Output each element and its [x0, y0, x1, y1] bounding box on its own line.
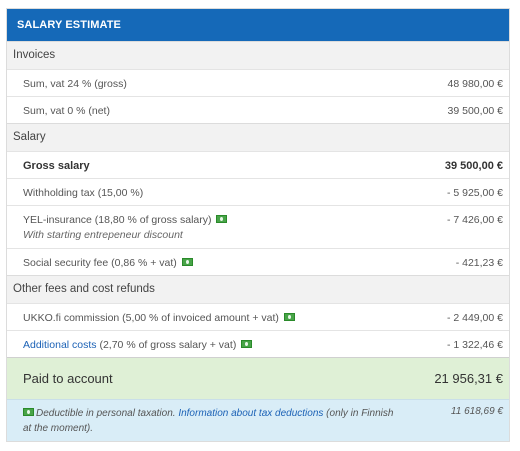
- money-icon: [241, 340, 253, 349]
- commission-label: UKKO.fi commission (5,00 % of invoiced a…: [23, 312, 279, 324]
- social-security-amount: - 421,23 €: [455, 257, 503, 269]
- card-header: SALARY ESTIMATE: [7, 9, 509, 41]
- additional-costs-amount: - 1 322,46 €: [446, 339, 503, 351]
- social-security-row: Social security fee (0,86 % + vat) - 421…: [7, 248, 509, 275]
- section-other-fees: Other fees and cost refunds: [7, 275, 509, 303]
- commission-label-block: UKKO.fi commission (5,00 % of invoiced a…: [7, 304, 295, 324]
- invoice-net-label: Sum, vat 0 % (net): [23, 105, 110, 117]
- invoice-gross-label: Sum, vat 24 % (gross): [23, 78, 127, 90]
- money-icon: [181, 258, 193, 267]
- deduction-amount: 11 618,69 €: [450, 406, 503, 417]
- gross-salary-amount: 39 500,00 €: [444, 160, 503, 172]
- gross-salary-label: Gross salary: [23, 160, 90, 172]
- commission-amount: - 2 449,00 €: [446, 312, 503, 324]
- withholding-label: Withholding tax (15,00 %): [23, 187, 144, 199]
- withholding-amount: - 5 925,00 €: [446, 187, 503, 199]
- money-icon: [283, 313, 295, 322]
- gross-salary-row: Gross salary 39 500,00 €: [7, 151, 509, 178]
- deduction-text: Deductible in personal taxation.: [36, 408, 179, 419]
- section-invoices: Invoices: [7, 41, 509, 69]
- invoice-net-amount: 39 500,00 €: [447, 105, 503, 117]
- paid-label: Paid to account: [23, 371, 113, 386]
- deduction-text-block: Deductible in personal taxation. Informa…: [7, 400, 403, 436]
- deduction-text-end: (only in Finnish at the moment).: [23, 408, 394, 434]
- tax-deductions-link[interactable]: Information about tax deductions: [178, 408, 324, 419]
- yel-row: YEL-insurance (18,80 % of gross salary) …: [7, 205, 509, 248]
- deduction-info-row: Deductible in personal taxation. Informa…: [7, 399, 509, 441]
- additional-costs-row: Additional costs (2,70 % of gross salary…: [7, 330, 509, 357]
- paid-amount: 21 956,31 €: [434, 371, 503, 386]
- paid-to-account-row: Paid to account 21 956,31 €: [7, 357, 509, 399]
- invoice-row-net: Sum, vat 0 % (net) 39 500,00 €: [7, 96, 509, 123]
- section-salary: Salary: [7, 123, 509, 151]
- salary-estimate-card: SALARY ESTIMATE Invoices Sum, vat 24 % (…: [6, 8, 510, 442]
- invoice-gross-amount: 48 980,00 €: [447, 78, 503, 90]
- withholding-row: Withholding tax (15,00 %) - 5 925,00 €: [7, 178, 509, 205]
- additional-costs-label: (2,70 % of gross salary + vat): [96, 339, 237, 351]
- money-icon: [23, 408, 34, 417]
- yel-amount: - 7 426,00 €: [446, 214, 503, 226]
- social-security-label-block: Social security fee (0,86 % + vat): [7, 249, 193, 269]
- yel-label: YEL-insurance (18,80 % of gross salary): [23, 214, 212, 226]
- additional-costs-label-block: Additional costs (2,70 % of gross salary…: [7, 331, 253, 351]
- additional-costs-link[interactable]: Additional costs: [23, 339, 97, 351]
- commission-row: UKKO.fi commission (5,00 % of invoiced a…: [7, 303, 509, 330]
- money-icon: [216, 215, 228, 224]
- invoice-row-gross: Sum, vat 24 % (gross) 48 980,00 €: [7, 69, 509, 96]
- yel-label-block: YEL-insurance (18,80 % of gross salary) …: [7, 206, 228, 241]
- social-security-label: Social security fee (0,86 % + vat): [23, 257, 177, 269]
- yel-note: With starting entrepeneur discount: [23, 229, 183, 241]
